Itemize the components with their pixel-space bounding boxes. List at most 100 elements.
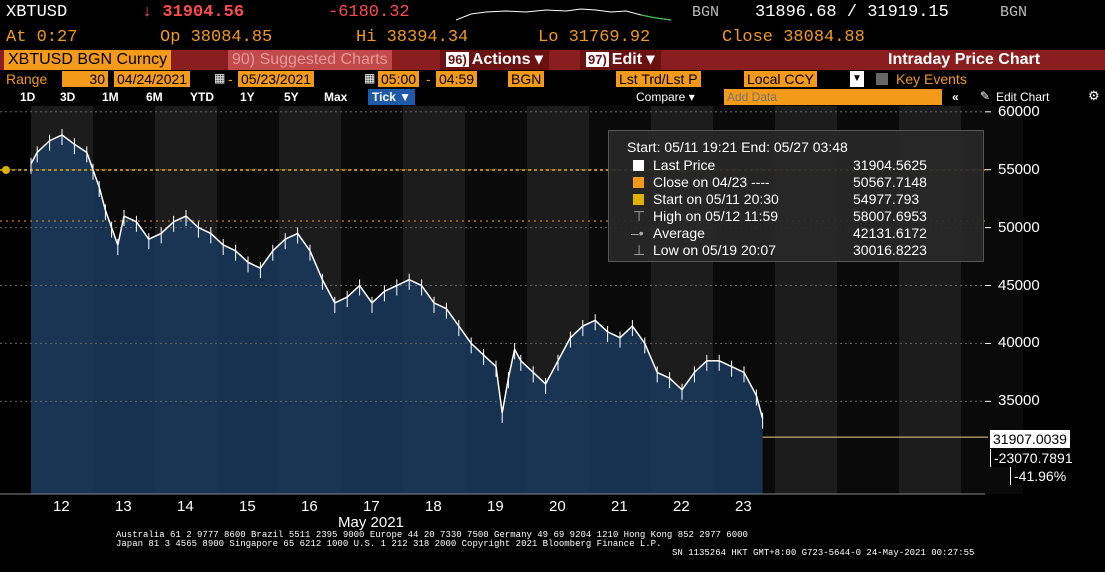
price-line-segment — [669, 377, 683, 391]
end-date-field[interactable]: 05/23/2021 — [238, 71, 315, 87]
price-line-segment — [49, 134, 63, 142]
pencil-icon[interactable]: ✎ — [980, 89, 991, 103]
add-data-input[interactable] — [724, 89, 942, 105]
end-time-field[interactable]: 04:59 — [436, 71, 478, 87]
last-price: ↓ 31904.56 — [142, 3, 245, 22]
calendar-icon[interactable]: ▦ — [214, 71, 226, 85]
price-line-segment — [396, 279, 410, 287]
net-change-label: -23070.7891 — [990, 449, 1076, 467]
start-time-field[interactable]: 05:00 — [378, 71, 420, 87]
legend-item-value: 58007.6953 — [853, 208, 927, 224]
collapse-icon[interactable]: « — [952, 90, 959, 104]
start-marker — [2, 165, 10, 174]
gear-icon[interactable]: ⚙ — [1088, 88, 1100, 103]
price-line-segment — [284, 232, 298, 240]
period-1d[interactable]: 1D — [20, 90, 36, 104]
price-line-segment — [607, 331, 621, 339]
price-line-segment — [247, 261, 261, 269]
x-tick-label: 13 — [115, 498, 132, 515]
price-line-segment — [210, 232, 224, 246]
price-line-segment — [92, 169, 100, 188]
price-line-segment — [420, 285, 435, 304]
x-tick-label: 14 — [177, 498, 194, 515]
source-label: BGN — [692, 4, 720, 21]
price-line-segment — [104, 209, 113, 228]
legend-item-name: Last Price — [653, 157, 716, 173]
quote-stats: At 0:27 Op 38084.85 Hi 38394.34 Lo 31769… — [0, 26, 1105, 50]
legend-swatch — [633, 177, 644, 188]
price-line-segment — [594, 319, 609, 333]
price-line-segment — [296, 232, 311, 252]
bid-ask: 31896.68 / 31919.15 — [755, 3, 949, 22]
edit-menu[interactable]: 97) Edit ▾ — [580, 50, 661, 70]
currency-field[interactable]: Local CCY — [744, 71, 817, 87]
legend-item: Close on 04/23 ---- 50567.7148 — [609, 174, 985, 191]
price-line-segment — [98, 186, 107, 211]
x-tick-label: 22 — [673, 498, 690, 515]
edit-num: 97) — [586, 52, 609, 67]
price-line-segment — [433, 302, 447, 310]
range-label: Range — [6, 71, 48, 87]
chart-legend[interactable]: Start: 05/11 19:21 End: 05/27 03:48 Last… — [608, 130, 984, 262]
price-line-segment — [656, 371, 670, 379]
chart-toolbar: 1D 3D 1M 6M YTD 1Y 5Y Max Tick ▼ Compare… — [0, 88, 1105, 106]
price-line-segment — [507, 349, 516, 379]
y-tick-label: 60000 — [998, 102, 1040, 120]
price-line-segment — [173, 215, 187, 223]
price-line-segment — [743, 372, 758, 396]
period-6m[interactable]: 6M — [146, 90, 163, 104]
price-line-segment — [321, 279, 336, 304]
x-tick-label: 21 — [611, 498, 628, 515]
key-events-checkbox[interactable] — [876, 73, 888, 85]
suggested-charts-button[interactable]: 90) Suggested Charts — [228, 50, 392, 70]
high-marker-icon: ⊤ — [633, 208, 646, 224]
price-line-segment — [259, 250, 274, 269]
price-line-segment — [582, 319, 596, 327]
edit-label: Edit ▾ — [611, 51, 655, 68]
x-tick-label: 20 — [549, 498, 566, 515]
edit-chart-button[interactable]: Edit Chart — [996, 90, 1050, 104]
currency-dropdown-icon[interactable]: ▼ — [850, 71, 864, 87]
legend-item: Start on 05/11 20:30 54977.793 — [609, 191, 985, 208]
price-line-segment — [198, 226, 212, 235]
price-line-segment — [755, 395, 764, 419]
actions-label: Actions ▾ — [471, 51, 543, 68]
price-line-segment — [445, 308, 460, 327]
price-line-segment — [36, 140, 51, 153]
legend-item-name: High on 05/12 11:59 — [653, 208, 779, 224]
period-ytd[interactable]: YTD — [190, 90, 214, 104]
price-line-segment — [346, 284, 361, 298]
start-date-field[interactable]: 04/24/2021 — [114, 71, 191, 87]
period-1m[interactable]: 1M — [102, 90, 119, 104]
compare-dropdown[interactable]: Compare ▾ — [636, 90, 695, 104]
price-line-segment — [110, 227, 119, 246]
price-line-segment — [532, 371, 547, 385]
security-field[interactable]: XBTUSD BGN Curncy — [4, 50, 172, 70]
actions-menu[interactable]: 96) Actions ▾ — [440, 50, 549, 70]
actions-num: 96) — [446, 52, 469, 67]
price-line-segment — [619, 325, 633, 339]
calendar-icon-2[interactable]: ▦ — [364, 71, 376, 85]
menu-bar: XBTUSD BGN Curncy 90) Suggested Charts 9… — [0, 50, 1105, 70]
y-tick-label: 50000 — [998, 218, 1040, 236]
x-tick-label: 12 — [53, 498, 70, 515]
trade-type-field[interactable]: Lst Trd/Lst P — [616, 71, 701, 87]
price-line-segment — [681, 371, 696, 391]
period-3d[interactable]: 3D — [60, 90, 76, 104]
source-field[interactable]: BGN — [508, 71, 545, 87]
period-1y[interactable]: 1Y — [240, 90, 255, 104]
period-max[interactable]: Max — [324, 90, 348, 104]
footer-session: SN 1135264 HKT GMT+8:00 G723-5644-0 24-M… — [672, 548, 975, 558]
quote-header: XBTUSD ↓ 31904.56 -6180.32 BGN 31896.68 … — [0, 0, 1105, 26]
period-5y[interactable]: 5Y — [284, 90, 299, 104]
range-days-field[interactable]: 30 — [62, 71, 108, 87]
tick-dropdown[interactable]: Tick ▼ — [368, 89, 416, 105]
legend-item-value: 54977.793 — [853, 191, 920, 207]
legend-swatch — [633, 194, 644, 205]
x-tick-label: 18 — [425, 498, 442, 515]
x-tick-label: 17 — [363, 498, 380, 515]
price-line-segment — [185, 215, 199, 229]
legend-item: –• Average 42131.6172 — [609, 225, 985, 242]
price-line-segment — [495, 366, 503, 414]
legend-item: ⊥ Low on 05/19 20:07 30016.8223 — [609, 242, 985, 259]
